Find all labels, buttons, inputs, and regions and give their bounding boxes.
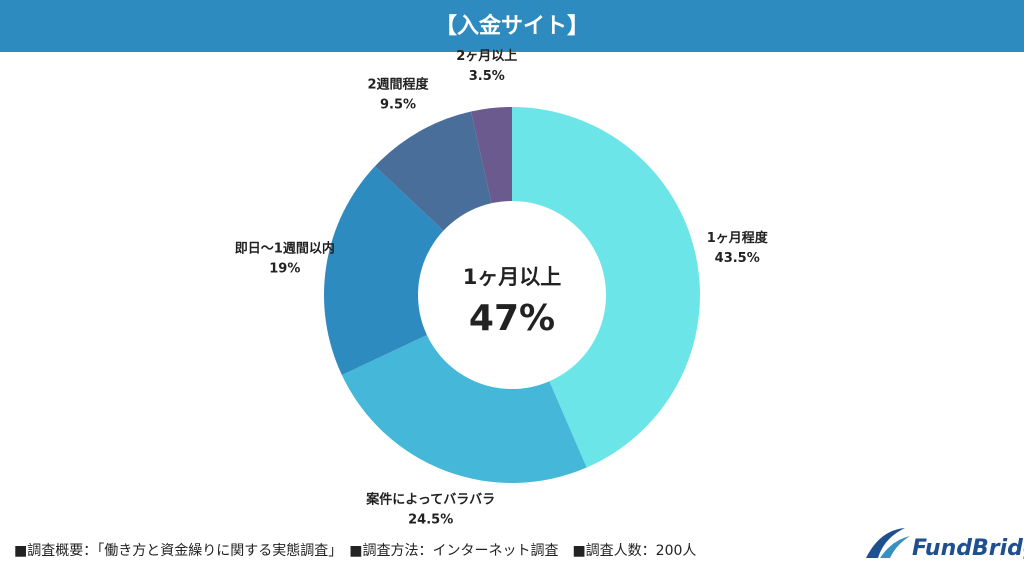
value-label: 3.5% <box>469 69 505 84</box>
value-label: 43.5% <box>715 251 760 266</box>
donut-hole <box>418 201 606 389</box>
logo: FundBridge <box>912 536 1024 561</box>
slice-label: 即日〜1週間以内 <box>235 241 335 257</box>
center-label: 1ヶ月以上 <box>463 265 562 289</box>
slice-label: 2週間程度 <box>368 77 430 93</box>
header-bar <box>0 0 1024 52</box>
value-label: 24.5% <box>408 513 453 528</box>
slice <box>324 166 512 376</box>
slice-label: 1ヶ月程度 <box>707 230 769 246</box>
footer-note: ■調査概要：「働き方と資金繰りに関する実態調査」 ■調査方法：インターネット調査… <box>14 543 696 559</box>
slice-label: 案件によってバラバラ <box>365 492 495 508</box>
logo-icon <box>880 536 910 558</box>
value-label: 19% <box>269 262 300 277</box>
slice-label: 2ヶ月以上 <box>456 49 517 64</box>
logo-icon <box>866 528 905 558</box>
chart-title: 【入金サイト】 <box>435 13 589 39</box>
slice <box>512 107 700 468</box>
center-value: 47% <box>469 298 555 339</box>
value-label: 9.5% <box>380 98 416 113</box>
